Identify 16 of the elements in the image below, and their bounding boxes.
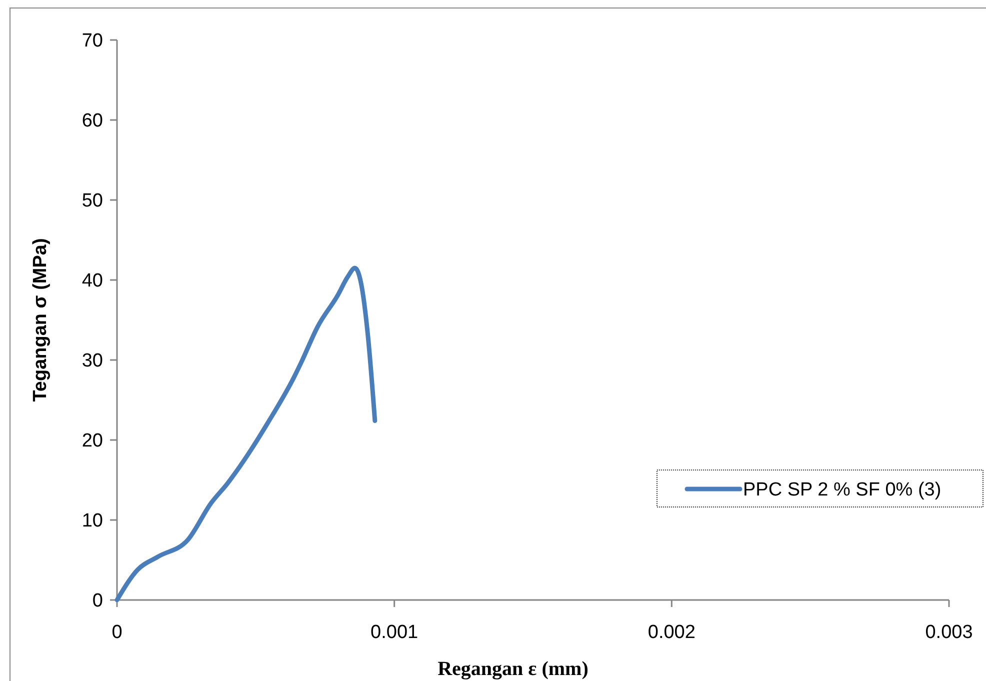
- legend-label: PPC SP 2 % SF 0% (3): [743, 480, 942, 501]
- y-tick-label: 20: [82, 430, 103, 452]
- y-tick-label: 0: [92, 590, 103, 612]
- x-axis-title: Regangan ε (mm): [438, 658, 588, 680]
- y-tick-label: 50: [82, 190, 103, 212]
- x-tick-label: 0: [112, 622, 122, 643]
- y-tick-label: 10: [82, 510, 103, 532]
- y-axis-title: Tegangan σ (MPa): [30, 238, 51, 402]
- line-series: [114, 266, 378, 602]
- y-tick-label: 30: [82, 350, 103, 372]
- y-tick-label: 60: [82, 110, 103, 132]
- x-tick-label: 0.003: [925, 622, 973, 643]
- x-tick-label: 0.001: [370, 622, 418, 643]
- x-tick-label: 0.002: [648, 622, 696, 643]
- y-tick-label: 70: [82, 30, 103, 52]
- y-tick-label: 40: [82, 270, 103, 292]
